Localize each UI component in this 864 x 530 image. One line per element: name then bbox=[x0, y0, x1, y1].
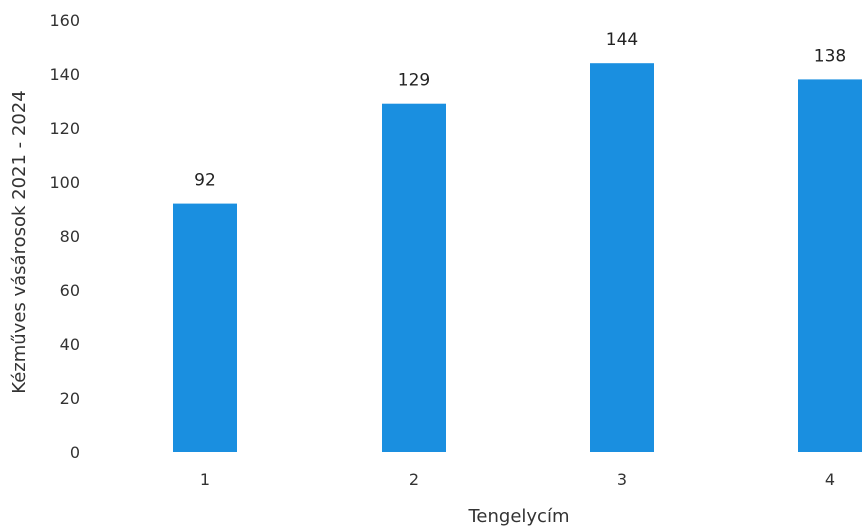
y-tick-label: 40 bbox=[60, 335, 80, 354]
y-tick-label: 60 bbox=[60, 281, 80, 300]
x-tick-label: 3 bbox=[617, 470, 627, 489]
bar bbox=[173, 203, 237, 452]
y-tick-label: 100 bbox=[49, 173, 80, 192]
y-tick-label: 160 bbox=[49, 11, 80, 30]
x-tick-label: 1 bbox=[200, 470, 210, 489]
y-tick-label: 80 bbox=[60, 227, 80, 246]
x-axis-title: Tengelycím bbox=[467, 506, 569, 527]
x-tick-label: 4 bbox=[825, 470, 835, 489]
bar bbox=[798, 79, 862, 453]
y-tick-label: 120 bbox=[49, 119, 80, 138]
bar-value-label: 129 bbox=[398, 71, 430, 91]
bars bbox=[173, 63, 862, 453]
y-tick-label: 20 bbox=[60, 389, 80, 408]
y-tick-label: 140 bbox=[49, 65, 80, 84]
x-tick-label: 2 bbox=[409, 470, 419, 489]
x-axis-ticks: 1 2 3 4 bbox=[200, 470, 835, 489]
y-tick-label: 0 bbox=[70, 443, 80, 462]
bar bbox=[590, 63, 654, 452]
bar bbox=[382, 103, 446, 452]
y-axis-ticks: 0 20 40 60 80 100 120 140 160 bbox=[49, 11, 80, 462]
y-axis-title: Kézműves vásárosok 2021 - 2024 bbox=[9, 90, 30, 393]
bar-value-label: 138 bbox=[814, 46, 846, 66]
data-labels: 92 129 144 138 bbox=[194, 30, 846, 190]
bar-value-label: 92 bbox=[194, 171, 216, 191]
bar-value-label: 144 bbox=[606, 30, 638, 50]
